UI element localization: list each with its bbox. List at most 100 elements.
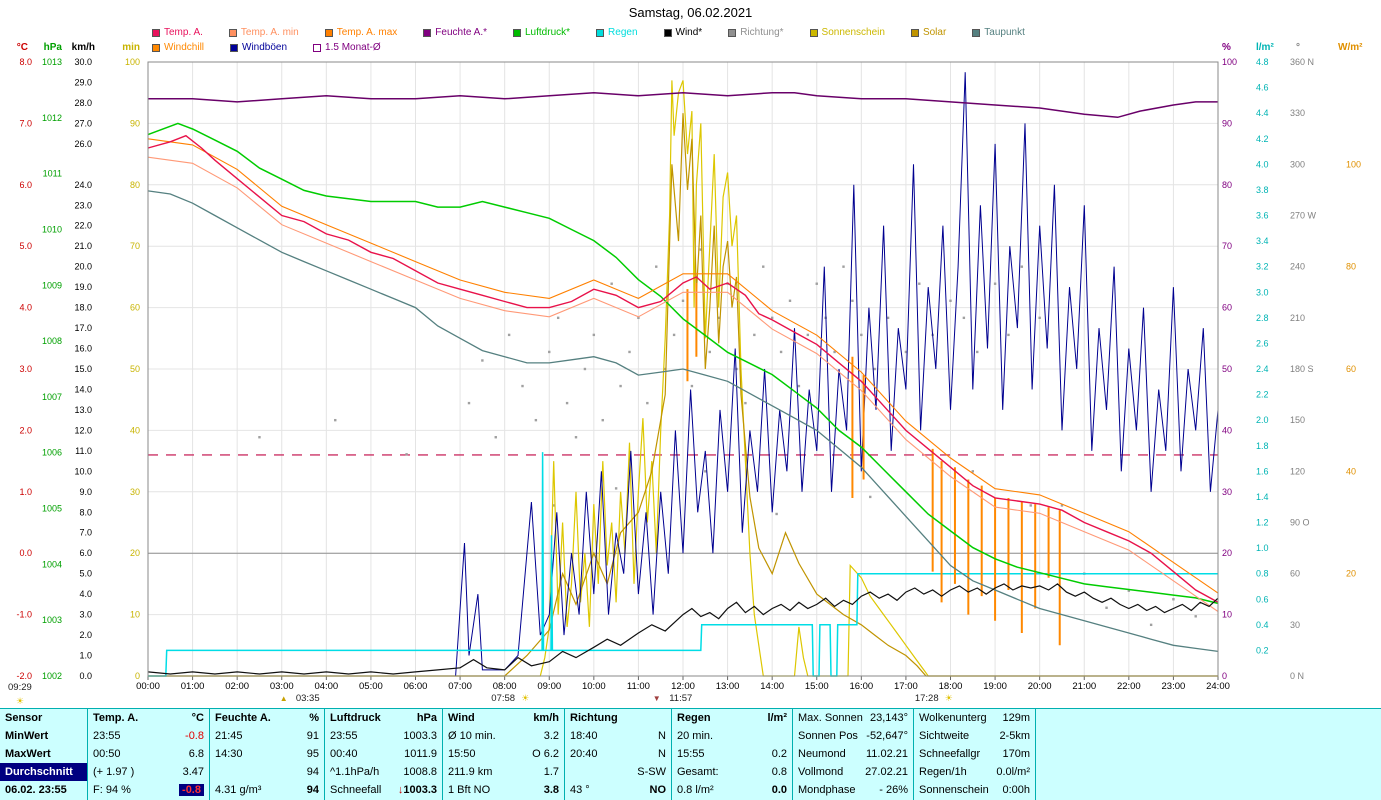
legend-item-label: Regen: [608, 27, 638, 38]
svg-text:2.0: 2.0: [19, 425, 32, 435]
stats-cell: 20:40 N: [570, 748, 666, 760]
svg-text:19:00: 19:00: [983, 681, 1007, 692]
svg-text:40: 40: [1222, 425, 1232, 435]
svg-text:24.0: 24.0: [74, 180, 92, 190]
svg-text:16:00: 16:00: [849, 681, 873, 692]
stats-cell: Regen/1h 0.0l/m²: [919, 766, 1030, 778]
svg-text:1011: 1011: [43, 169, 62, 179]
series-temp-min: [147, 156, 1219, 612]
svg-text:2.6: 2.6: [1256, 338, 1269, 348]
legend-color-box-icon: [513, 28, 521, 37]
svg-text:13:00: 13:00: [716, 681, 740, 692]
stats-column-misc: Wolkenunterg 129m Sichtweite 2-5km Schneefal…: [914, 709, 1036, 800]
stats-row-label: 06.02. 23:55: [5, 784, 67, 796]
svg-text:3.4: 3.4: [1256, 236, 1269, 246]
svg-text:0.2: 0.2: [1256, 645, 1269, 655]
svg-text:11:57: 11:57: [669, 693, 692, 704]
svg-text:30: 30: [1222, 487, 1232, 497]
svg-text:1.4: 1.4: [1256, 492, 1269, 502]
svg-text:50: 50: [1222, 364, 1232, 374]
svg-text:21.0: 21.0: [74, 241, 92, 251]
stats-column-header: Feuchte A.%: [215, 712, 319, 724]
svg-text:07:58: 07:58: [491, 693, 515, 704]
svg-text:300: 300: [1290, 159, 1305, 169]
stats-cell: F: 94 % -0.8: [88, 781, 209, 799]
stats-cell: 1 Bft NO 3.8: [448, 784, 559, 796]
svg-text:2.0: 2.0: [79, 630, 92, 640]
legend-item-temp-a-max[interactable]: Temp. A. max: [324, 27, 397, 38]
svg-text:3.0: 3.0: [19, 364, 32, 374]
legend-item-richtung-[interactable]: Richtung*: [728, 27, 784, 38]
svg-text:23.0: 23.0: [74, 200, 92, 210]
time-marker-0335: 03:35 ▲: [280, 693, 320, 704]
svg-text:23:00: 23:00: [1162, 681, 1186, 692]
moon-phase-icon: ▼: [653, 694, 661, 703]
legend-color-box-icon: [228, 28, 237, 37]
stats-cell: 15:55 0.2: [677, 748, 787, 760]
legend-color-box-icon: [423, 28, 432, 37]
legend-item-label: 1.5 Monat-Ø: [325, 42, 381, 53]
legend-item-temp-a-[interactable]: Temp. A.: [152, 27, 203, 38]
svg-text:80: 80: [1222, 180, 1232, 190]
legend-item-solar[interactable]: Solar: [910, 27, 946, 38]
legend-item-label: Luftdruck*: [525, 27, 571, 38]
svg-text:13.0: 13.0: [74, 405, 92, 415]
svg-text:4.6: 4.6: [1256, 83, 1269, 93]
stats-cell: Gesamt: 0.8: [677, 766, 787, 778]
x-axis-labels: 00:00 01:00 02:00 03:00 04:00 05:00 06:00 07:00…: [136, 681, 1230, 692]
legend-item-feuchte-a-[interactable]: Feuchte A.*: [423, 27, 487, 38]
legend-item-taupunkt[interactable]: Taupunkt: [972, 27, 1025, 38]
stats-table: Sensor MinWert MaxWert Durchschnitt 06.02. 2…: [0, 708, 1381, 800]
svg-text:4.0: 4.0: [79, 589, 92, 599]
sun-icon: ☀: [945, 693, 953, 703]
svg-text:11.0: 11.0: [75, 446, 92, 456]
axis-unit-lm2: l/m²: [1256, 42, 1274, 53]
axis-wm2: 100 80 60 40 20: [1346, 159, 1361, 578]
stats-column-feuchte: Feuchte A.% 21:45 91 14:30 95 94 4.31 g/m³ 94: [210, 709, 325, 800]
legend-item-windböen[interactable]: Windböen: [230, 42, 287, 53]
legend-color-box-icon: [596, 28, 605, 37]
stats-cell: (+ 1.97 ) 3.47: [93, 766, 204, 778]
svg-text:0.0: 0.0: [79, 671, 92, 681]
legend-item-temp-a-min[interactable]: Temp. A. min: [228, 27, 299, 38]
svg-text:27.0: 27.0: [74, 118, 92, 128]
series-taupunkt: [147, 190, 1219, 653]
stats-cell: 00:50 6.8: [93, 748, 204, 760]
stats-cell: Sonnenschein 0:00h: [919, 784, 1030, 796]
svg-text:1003: 1003: [42, 615, 62, 625]
svg-text:1.0: 1.0: [19, 487, 32, 497]
legend-item-label: Temp. A. min: [240, 27, 299, 38]
svg-text:30.0: 30.0: [74, 57, 92, 67]
legend-color-box-icon: [809, 28, 818, 37]
svg-text:3.0: 3.0: [79, 610, 92, 620]
stats-cell: Max. Sonnen 23,143°: [798, 712, 908, 724]
legend-item-regen[interactable]: Regen: [596, 27, 638, 38]
series-luftdruck: [147, 122, 1219, 605]
svg-text:4.0: 4.0: [19, 303, 32, 313]
svg-text:70: 70: [130, 241, 140, 251]
legend-item-sonnenschein[interactable]: Sonnenschein: [809, 27, 885, 38]
legend-item-wind-[interactable]: Wind*: [663, 27, 702, 38]
svg-text:0.8: 0.8: [1256, 569, 1269, 579]
stats-column-header: Regen l/m²: [677, 712, 787, 724]
svg-text:04:00: 04:00: [314, 681, 338, 692]
svg-text:30: 30: [130, 487, 140, 497]
stats-cell: Ø 10 min. 3.2: [448, 730, 559, 742]
svg-text:8.0: 8.0: [79, 507, 92, 517]
legend-item-windchill[interactable]: Windchill: [152, 42, 204, 53]
stats-cell: 23:55 -0.8: [93, 730, 204, 742]
svg-text:6.0: 6.0: [19, 180, 32, 190]
time-marker-1728: 17:28 ☀: [915, 693, 953, 704]
axis-lm2: 4.8 4.6 4.4 4.2 4.0 3.8 3.6 3.4 3.2 3.0 2.8 2.6 2.4 2…: [1256, 57, 1269, 655]
legend-color-box-icon: [313, 43, 322, 52]
svg-text:17.0: 17.0: [74, 323, 92, 333]
axis-unit-wm2: W/m²: [1338, 42, 1363, 53]
svg-text:90 O: 90 O: [1290, 518, 1310, 528]
legend-item-luftdruck-[interactable]: Luftdruck*: [513, 27, 570, 38]
stats-cell: 94: [306, 766, 319, 778]
legend-item-1-5-monat-[interactable]: 1.5 Monat-Ø: [313, 42, 381, 53]
axis-hpa: 1013 1012 1011 1010 1009 1008 1007 1006 1005 1004…: [42, 57, 62, 681]
svg-text:14.0: 14.0: [74, 384, 92, 394]
